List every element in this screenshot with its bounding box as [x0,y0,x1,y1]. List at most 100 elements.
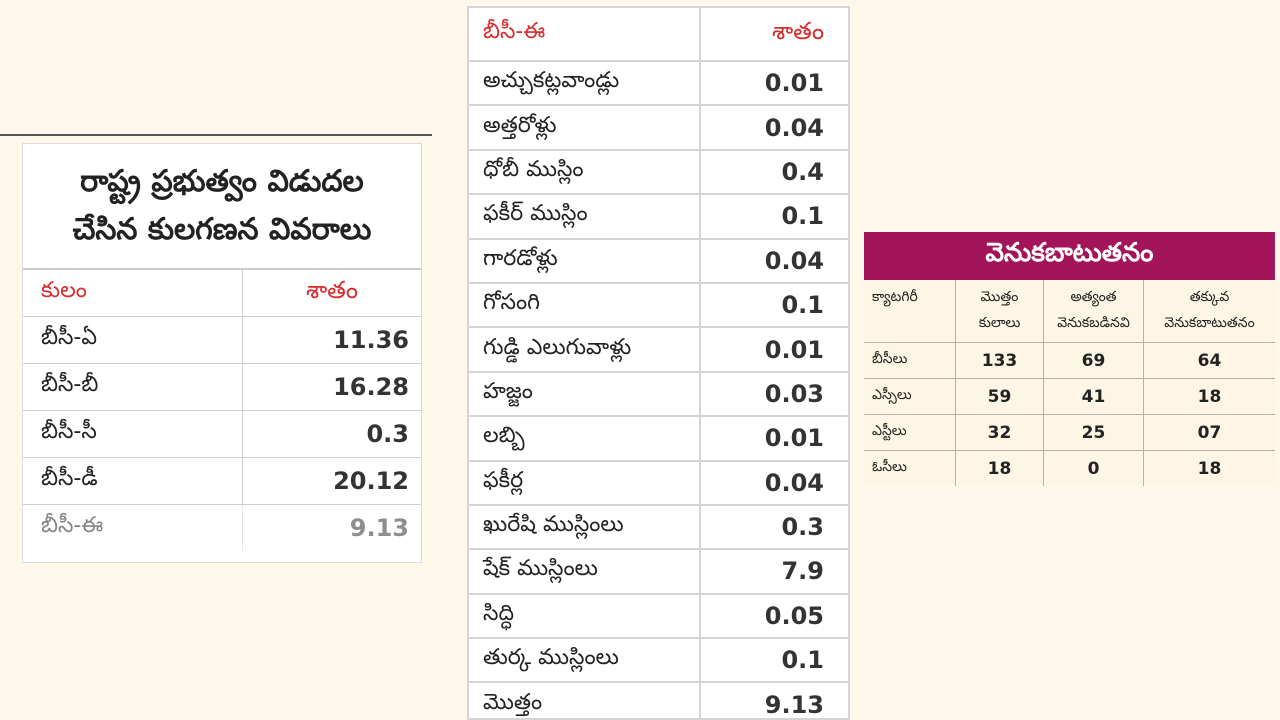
table-row: ధోబీ ముస్లిం 0.4 [469,150,848,196]
header-caste: బీసీ-ఈ [469,8,701,60]
row-total: 18 [956,451,1044,486]
table-row: ఫకీర్ల 0.04 [469,461,848,506]
row-caste: ఖురేషి ముస్లింలు [469,505,701,549]
row-percent: 0.3 [366,420,409,448]
table-row: అత్తరోళ్లు 0.04 [469,106,848,151]
header-category-text: క్యాటగిరీ [872,289,918,305]
table-row: బీసీ-ఈ 9.13 [23,505,421,551]
header-less-line1: తక్కువ [1189,289,1230,305]
table-row: బీసీ-డీ 20.12 [23,458,421,505]
table-row: తుర్క ముస్లింలు 0.1 [469,639,848,684]
title-line-1: రాష్ట్ర ప్రభుత్వం విడుదల [80,164,364,199]
header-percent: శాతం [305,276,358,304]
row-percent: 0.05 [764,601,824,630]
row-caste: అచ్చుకట్లవాండ్లు [469,62,701,105]
row-caste: గోసంగి [469,283,701,327]
row-caste: ఫకీర్ల [469,461,701,504]
row-caste: బీసీ-ఈ [23,505,243,551]
header-total: మొత్తం కులాలు [956,280,1044,342]
row-caste: గారడోళ్లు [469,239,701,282]
row-percent: 9.13 [764,690,824,719]
caste-census-summary-table: రాష్ట్ర ప్రభుత్వం విడుదల చేసిన కులగణన వి… [22,143,422,563]
table-row: అచ్చుకట్లవాండ్లు 0.01 [469,62,848,107]
header-most-line2: వెనుకబడినవి [1057,315,1130,331]
row-percent: 0.04 [764,246,824,275]
table-row: ఎస్టీలు 32 25 07 [864,415,1275,451]
row-percent: 0.3 [781,513,824,542]
row-caste: సిద్ధి [469,594,701,638]
row-caste: బీసీ-బీ [23,364,243,410]
header-less-line2: వెనుకబాటుతనం [1164,315,1255,331]
row-less: 64 [1197,350,1222,371]
table-header-row: బీసీ-ఈ శాతం [469,8,848,62]
row-percent: 0.03 [764,379,824,408]
row-caste: బీసీ-సీ [23,411,243,457]
row-category: ఎస్సీలు [864,379,956,414]
backwardness-title: వెనుకబాటుతనం [864,232,1275,280]
header-total-line1: మొత్తం [980,289,1019,305]
table-row: షేక్ ముస్లింలు 7.9 [469,550,848,595]
row-most: 0 [1044,451,1144,486]
header-most-backward: అత్యంత వెనుకబడినవి [1044,280,1144,342]
bc-e-breakdown-table: బీసీ-ఈ శాతం అచ్చుకట్లవాండ్లు 0.01 అత్తరోళ… [467,6,850,720]
row-percent: 0.01 [764,424,824,453]
row-category: బీసీలు [864,343,956,378]
row-caste: ఫకీర్ ముస్లిం [469,195,701,238]
row-percent: 11.36 [333,326,409,354]
row-category: ఎస్టీలు [864,415,956,450]
header-less-backward: తక్కువ వెనుకబాటుతనం [1144,280,1275,342]
row-percent: 0.4 [781,157,824,186]
backwardness-table: వెనుకబాటుతనం క్యాటగిరీ మొత్తం కులాలు అత్… [864,232,1275,486]
row-caste: షేక్ ముస్లింలు [469,550,701,593]
row-caste: బీసీ-డీ [23,458,243,504]
table-header-row: క్యాటగిరీ మొత్తం కులాలు అత్యంత వెనుకబడిన… [864,280,1275,343]
row-percent: 0.01 [764,335,824,364]
row-percent: 0.1 [781,291,824,320]
row-percent: 9.13 [349,514,409,542]
row-percent: 0.04 [764,468,824,497]
row-most: 41 [1044,379,1144,414]
row-total: 59 [956,379,1044,414]
row-total: 32 [956,415,1044,450]
row-caste: మొత్తం [469,683,701,718]
row-percent: 20.12 [333,467,409,495]
title-line-2: చేసిన కులగణన వివరాలు [72,212,372,247]
row-percent: 0.1 [781,646,824,675]
header-total-line2: కులాలు [978,315,1021,331]
table-row: ఎస్సీలు 59 41 18 [864,379,1275,415]
header-percent: శాతం [771,17,824,45]
table-row: బీసీలు 133 69 64 [864,343,1275,379]
row-caste: హజ్జం [469,372,701,416]
row-less: 07 [1197,422,1222,443]
table-row: హజ్జం 0.03 [469,372,848,418]
row-caste: అత్తరోళ్లు [469,106,701,149]
table-row: గుడ్డి ఎలుగువాళ్లు 0.01 [469,328,848,373]
table-row: లబ్బి 0.01 [469,417,848,462]
table-row: బీసీ-బీ 16.28 [23,364,421,411]
table-row: బీసీ-సీ 0.3 [23,411,421,458]
table-row: ఖురేషి ముస్లింలు 0.3 [469,505,848,551]
divider-line [0,134,432,136]
row-percent: 16.28 [333,373,409,401]
row-percent: 0.01 [764,69,824,98]
row-percent: 7.9 [781,557,824,586]
table-title: రాష్ట్ర ప్రభుత్వం విడుదల చేసిన కులగణన వి… [23,144,421,270]
row-caste: లబ్బి [469,417,701,460]
row-less: 18 [1197,386,1222,407]
table-row: ఓసీలు 18 0 18 [864,451,1275,486]
row-caste: గుడ్డి ఎలుగువాళ్లు [469,328,701,371]
header-category: క్యాటగిరీ [864,280,956,342]
table-header-row: కులం శాతం [23,270,421,317]
table-row: ఫకీర్ ముస్లిం 0.1 [469,195,848,240]
table-row: గోసంగి 0.1 [469,283,848,329]
row-category: ఓసీలు [864,451,956,486]
table-total-row: మొత్తం 9.13 [469,683,848,719]
row-percent: 0.1 [781,202,824,231]
header-most-line1: అత్యంత [1070,289,1117,305]
table-row: బీసీ-ఏ 11.36 [23,317,421,364]
row-most: 69 [1044,343,1144,378]
row-caste: ధోబీ ముస్లిం [469,150,701,194]
row-less: 18 [1197,458,1222,479]
row-most: 25 [1044,415,1144,450]
row-percent: 0.04 [764,113,824,142]
